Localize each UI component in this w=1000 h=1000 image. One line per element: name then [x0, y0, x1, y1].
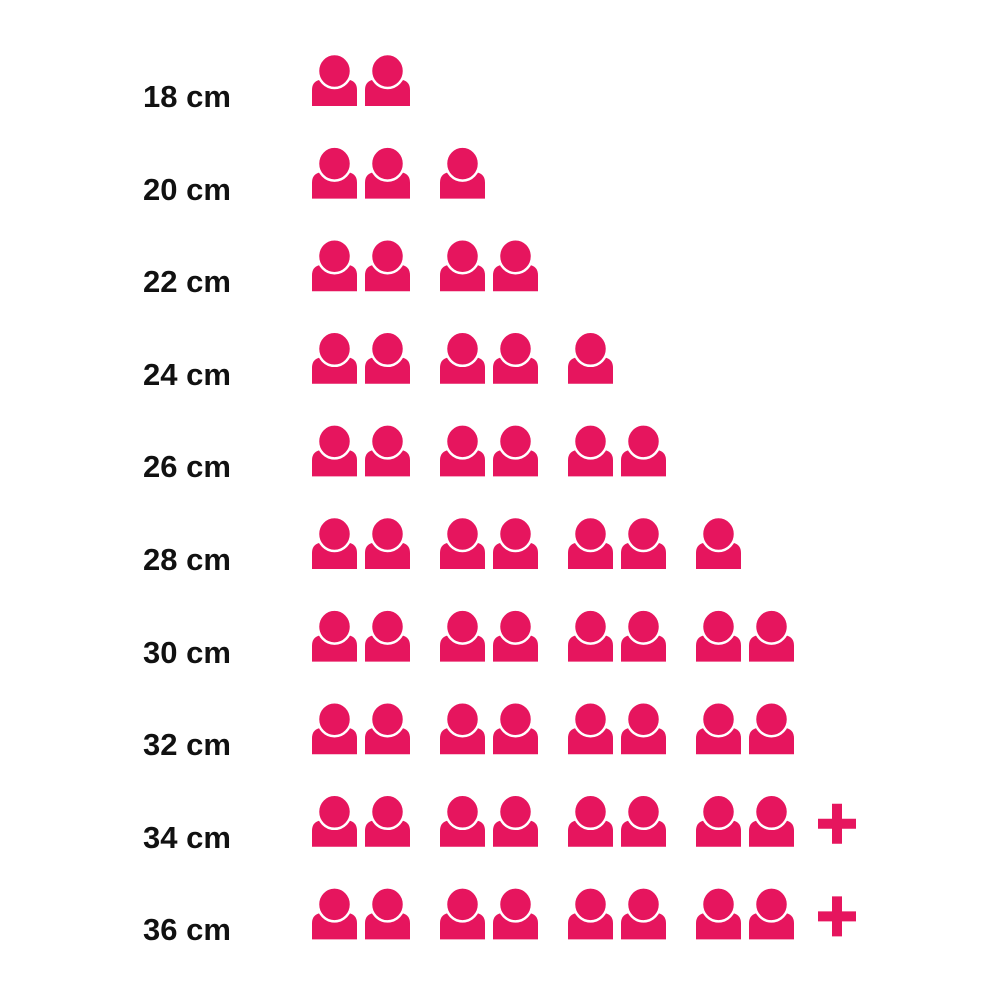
- person-icon: [440, 237, 485, 292]
- person-icon: [493, 700, 538, 755]
- person-icon: [493, 886, 538, 940]
- person-icon: [312, 330, 357, 384]
- person-icon: [365, 52, 410, 106]
- plus-icon: [818, 803, 856, 844]
- person-icon: [621, 608, 666, 662]
- person-icon: [749, 886, 794, 940]
- person-icon: [312, 423, 357, 477]
- category-label: 34 cm: [143, 819, 231, 855]
- person-icon: [440, 700, 485, 755]
- person-icon: [440, 330, 485, 384]
- category-label: 24 cm: [143, 356, 231, 392]
- plus-icon: [818, 896, 856, 937]
- person-icon: [696, 515, 741, 569]
- person-icon: [312, 145, 357, 199]
- person-icon: [312, 237, 357, 292]
- person-icon: [696, 886, 741, 940]
- person-icon: [440, 515, 485, 569]
- person-icon: [749, 700, 794, 755]
- person-icon: [312, 608, 357, 662]
- person-icon: [696, 608, 741, 662]
- person-icon: [493, 330, 538, 384]
- person-icon: [440, 608, 485, 662]
- person-icon: [621, 515, 666, 569]
- person-icon: [621, 700, 666, 755]
- person-icon: [365, 423, 410, 477]
- person-icon: [440, 145, 485, 199]
- person-icon: [493, 608, 538, 662]
- person-icon: [365, 145, 410, 199]
- person-icon: [568, 423, 613, 477]
- person-icon: [568, 515, 613, 569]
- person-icon: [312, 700, 357, 755]
- person-icon: [493, 793, 538, 847]
- person-icon: [312, 52, 357, 106]
- category-label: 36 cm: [143, 912, 231, 948]
- person-icon: [365, 608, 410, 662]
- category-label: 22 cm: [143, 264, 231, 300]
- person-icon: [312, 515, 357, 569]
- person-icon: [568, 886, 613, 940]
- person-icon: [621, 423, 666, 477]
- person-icon: [365, 330, 410, 384]
- person-icon: [440, 423, 485, 477]
- person-icon: [493, 515, 538, 569]
- person-icon: [568, 793, 613, 847]
- person-icon: [696, 700, 741, 755]
- person-icon: [621, 886, 666, 940]
- category-label: 26 cm: [143, 449, 231, 485]
- person-icon: [365, 793, 410, 847]
- person-icon: [312, 793, 357, 847]
- person-icon: [365, 700, 410, 755]
- person-icon: [312, 886, 357, 940]
- person-icon: [568, 330, 613, 384]
- person-icon: [365, 515, 410, 569]
- person-icon: [493, 237, 538, 292]
- person-icon: [440, 793, 485, 847]
- category-label: 18 cm: [143, 79, 231, 114]
- person-icon: [568, 608, 613, 662]
- person-icon: [749, 793, 794, 847]
- person-icon: [621, 793, 666, 847]
- person-icon: [568, 700, 613, 755]
- person-icon: [696, 793, 741, 847]
- category-label: 28 cm: [143, 542, 231, 577]
- category-label: 32 cm: [143, 727, 231, 763]
- category-label: 20 cm: [143, 171, 231, 207]
- person-icon: [440, 886, 485, 940]
- person-icon: [749, 608, 794, 662]
- person-icon: [493, 423, 538, 477]
- category-label: 30 cm: [143, 634, 231, 670]
- person-icon: [365, 886, 410, 940]
- person-icon: [365, 237, 410, 292]
